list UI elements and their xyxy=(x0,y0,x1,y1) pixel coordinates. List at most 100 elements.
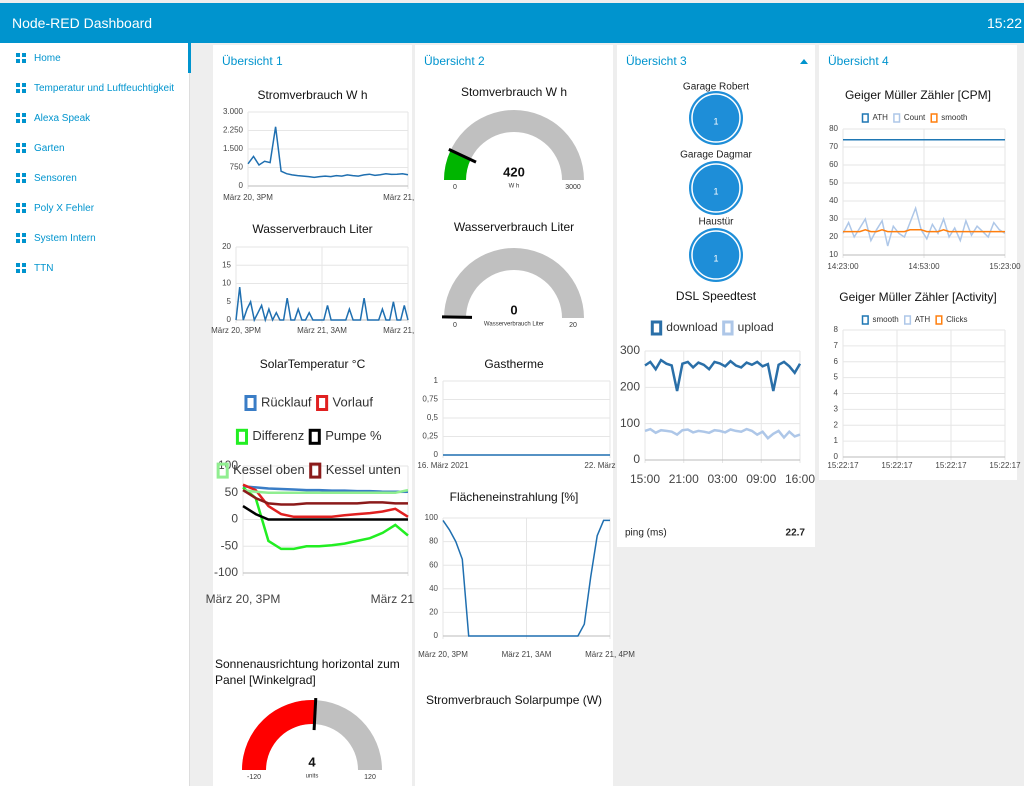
widget-line: DSL Speedtest 0 100 200 300 15:00 21:00 03:00 09… xyxy=(620,289,815,486)
y-tick-label: 0 xyxy=(434,631,439,640)
menu-item[interactable]: Poly X Fehler xyxy=(0,193,189,223)
legend-label: ATH xyxy=(873,113,889,122)
widget-title: DSL Speedtest xyxy=(676,289,757,303)
group: Übersicht 1 Stromverbrauch W h 0 750 1.500 2.… xyxy=(206,45,445,786)
x-tick-label: 16. März 2021 xyxy=(417,461,469,470)
gauge-track xyxy=(242,700,382,770)
group-card xyxy=(617,45,815,547)
legend-label: Clicks xyxy=(946,315,967,324)
legend-label: Count xyxy=(904,113,926,122)
y-tick-label: 10 xyxy=(222,279,231,288)
button-value: 1 xyxy=(713,116,718,126)
group-title: Übersicht 4 xyxy=(828,54,889,68)
menu-item[interactable]: Sensoren xyxy=(0,163,189,193)
y-tick-label: 20 xyxy=(829,232,838,241)
sidebar: Home Temperatur und Luftfeuchtigkeit Alexa… xyxy=(0,43,191,786)
menu-item[interactable]: System Intern xyxy=(0,223,189,253)
y-tick-label: 10 xyxy=(829,250,838,259)
legend-swatch xyxy=(861,315,869,325)
y-tick-label: 0 xyxy=(633,452,640,466)
y-tick-label: 60 xyxy=(829,160,838,169)
y-tick-label: 6 xyxy=(834,357,839,366)
widget-line: Stromverbrauch W h 0 750 1.500 2.250 3.000 Mär… xyxy=(223,88,433,202)
widget-title: Stomverbrauch W h xyxy=(461,85,567,99)
widget-gauge: Sonnenausrichtung horizontal zum Panel [… xyxy=(215,657,403,781)
legend-swatch xyxy=(903,315,912,325)
group-title: Übersicht 3 xyxy=(626,54,687,68)
menu-item[interactable]: Alexa Speak xyxy=(0,103,189,133)
y-tick-label: 7 xyxy=(834,341,839,350)
gauge-unit: W h xyxy=(509,184,520,190)
button[interactable] xyxy=(689,161,743,215)
x-tick-label: 21:00 xyxy=(669,472,699,486)
menu-label: Home xyxy=(34,53,61,64)
gauge-value: 0 xyxy=(510,302,517,317)
x-tick-label: März 21, 4PM xyxy=(383,326,433,335)
widget-gauge: Wasserverbrauch Liter 0 Wasserverbrauch Li… xyxy=(441,220,584,329)
gauge-unit: Wasserverbrauch Liter xyxy=(484,322,544,328)
legend-label: smooth xyxy=(873,315,899,324)
gauge-max: 3000 xyxy=(565,184,581,191)
button-value: 1 xyxy=(713,253,718,263)
menu-icon xyxy=(16,143,26,153)
y-tick-label: 3 xyxy=(834,404,839,413)
gauge-value: 420 xyxy=(503,164,525,179)
group-card xyxy=(213,45,412,786)
widget-button[interactable]: Garage Dagmar 1 xyxy=(680,150,753,215)
x-tick-label: März 21, 3AM xyxy=(502,650,552,659)
menu-item[interactable]: TTN xyxy=(0,253,189,283)
widget-title: Gastherme xyxy=(484,357,544,371)
widget-button[interactable]: Haustür 1 xyxy=(689,217,743,282)
text-label: ping (ms) xyxy=(625,528,667,539)
menu-item[interactable]: Home xyxy=(0,43,191,73)
widget-button[interactable]: Garage Robert 1 xyxy=(683,82,749,145)
legend-swatch xyxy=(309,462,322,479)
y-tick-label: 2 xyxy=(834,420,839,429)
y-tick-label: 20 xyxy=(429,608,438,617)
y-tick-label: 0 xyxy=(231,512,238,526)
series-line xyxy=(242,489,408,506)
x-tick-label: 14:53:00 xyxy=(908,262,940,271)
button[interactable] xyxy=(689,91,743,145)
widget-title: Geiger Müller Zähler [Activity] xyxy=(839,290,996,304)
legend-swatch xyxy=(216,462,229,479)
y-tick-label: 15 xyxy=(222,260,231,269)
gauge-min: -120 xyxy=(247,774,261,781)
legend-label: download xyxy=(666,320,717,334)
x-tick-label: März 21, 4PM xyxy=(585,650,635,659)
button[interactable] xyxy=(689,228,743,282)
y-tick-label: 1 xyxy=(434,376,439,385)
widget-line: Geiger Müller Zähler [Activity] 0 1 2 3 4 5 6 7 8… xyxy=(827,290,1021,470)
gauge-fill xyxy=(444,316,467,318)
menu-item[interactable]: Temperatur und Luftfeuchtigkeit xyxy=(0,73,189,103)
y-tick-label: 0 xyxy=(227,315,232,324)
widget-gauge: Stomverbrauch W h 420 W h 0 3000 xyxy=(444,85,584,191)
menu-item[interactable]: Garten xyxy=(0,133,189,163)
y-tick-label: 3.000 xyxy=(223,107,244,116)
text-value: 22.7 xyxy=(786,528,806,539)
y-tick-label: -50 xyxy=(221,538,239,552)
menu-label: Temperatur und Luftfeuchtigkeit xyxy=(34,83,175,94)
legend-label: Kessel oben xyxy=(233,462,305,477)
widget-line: Gastherme 0 0,25 0,5 0,75 1 16. März 2021 22. M… xyxy=(417,357,636,470)
gauge-needle xyxy=(448,147,477,164)
y-tick-label: 40 xyxy=(429,584,438,593)
y-tick-label: 80 xyxy=(429,537,438,546)
series-line xyxy=(843,229,1005,233)
y-tick-label: 0 xyxy=(239,181,244,190)
x-tick-label: März 21, 3AM xyxy=(297,326,347,335)
series-line xyxy=(235,287,409,323)
group-title: Übersicht 1 xyxy=(222,54,283,68)
gauge-min: 0 xyxy=(453,322,457,329)
group: Übersicht 2 Stomverbrauch W h 420 W h 0 3000 W… xyxy=(415,45,636,786)
menu-icon xyxy=(16,53,26,63)
button-ring xyxy=(691,93,741,143)
x-tick-label: März 20, 3PM xyxy=(211,326,261,335)
x-tick-label: 15:22:17 xyxy=(827,461,859,470)
gauge-max: 20 xyxy=(569,322,577,329)
x-tick-label: 15:22:17 xyxy=(989,461,1021,470)
widget-title: Geiger Müller Zähler [CPM] xyxy=(845,88,991,102)
legend-swatch xyxy=(930,113,938,123)
y-tick-label: 0 xyxy=(434,450,439,459)
